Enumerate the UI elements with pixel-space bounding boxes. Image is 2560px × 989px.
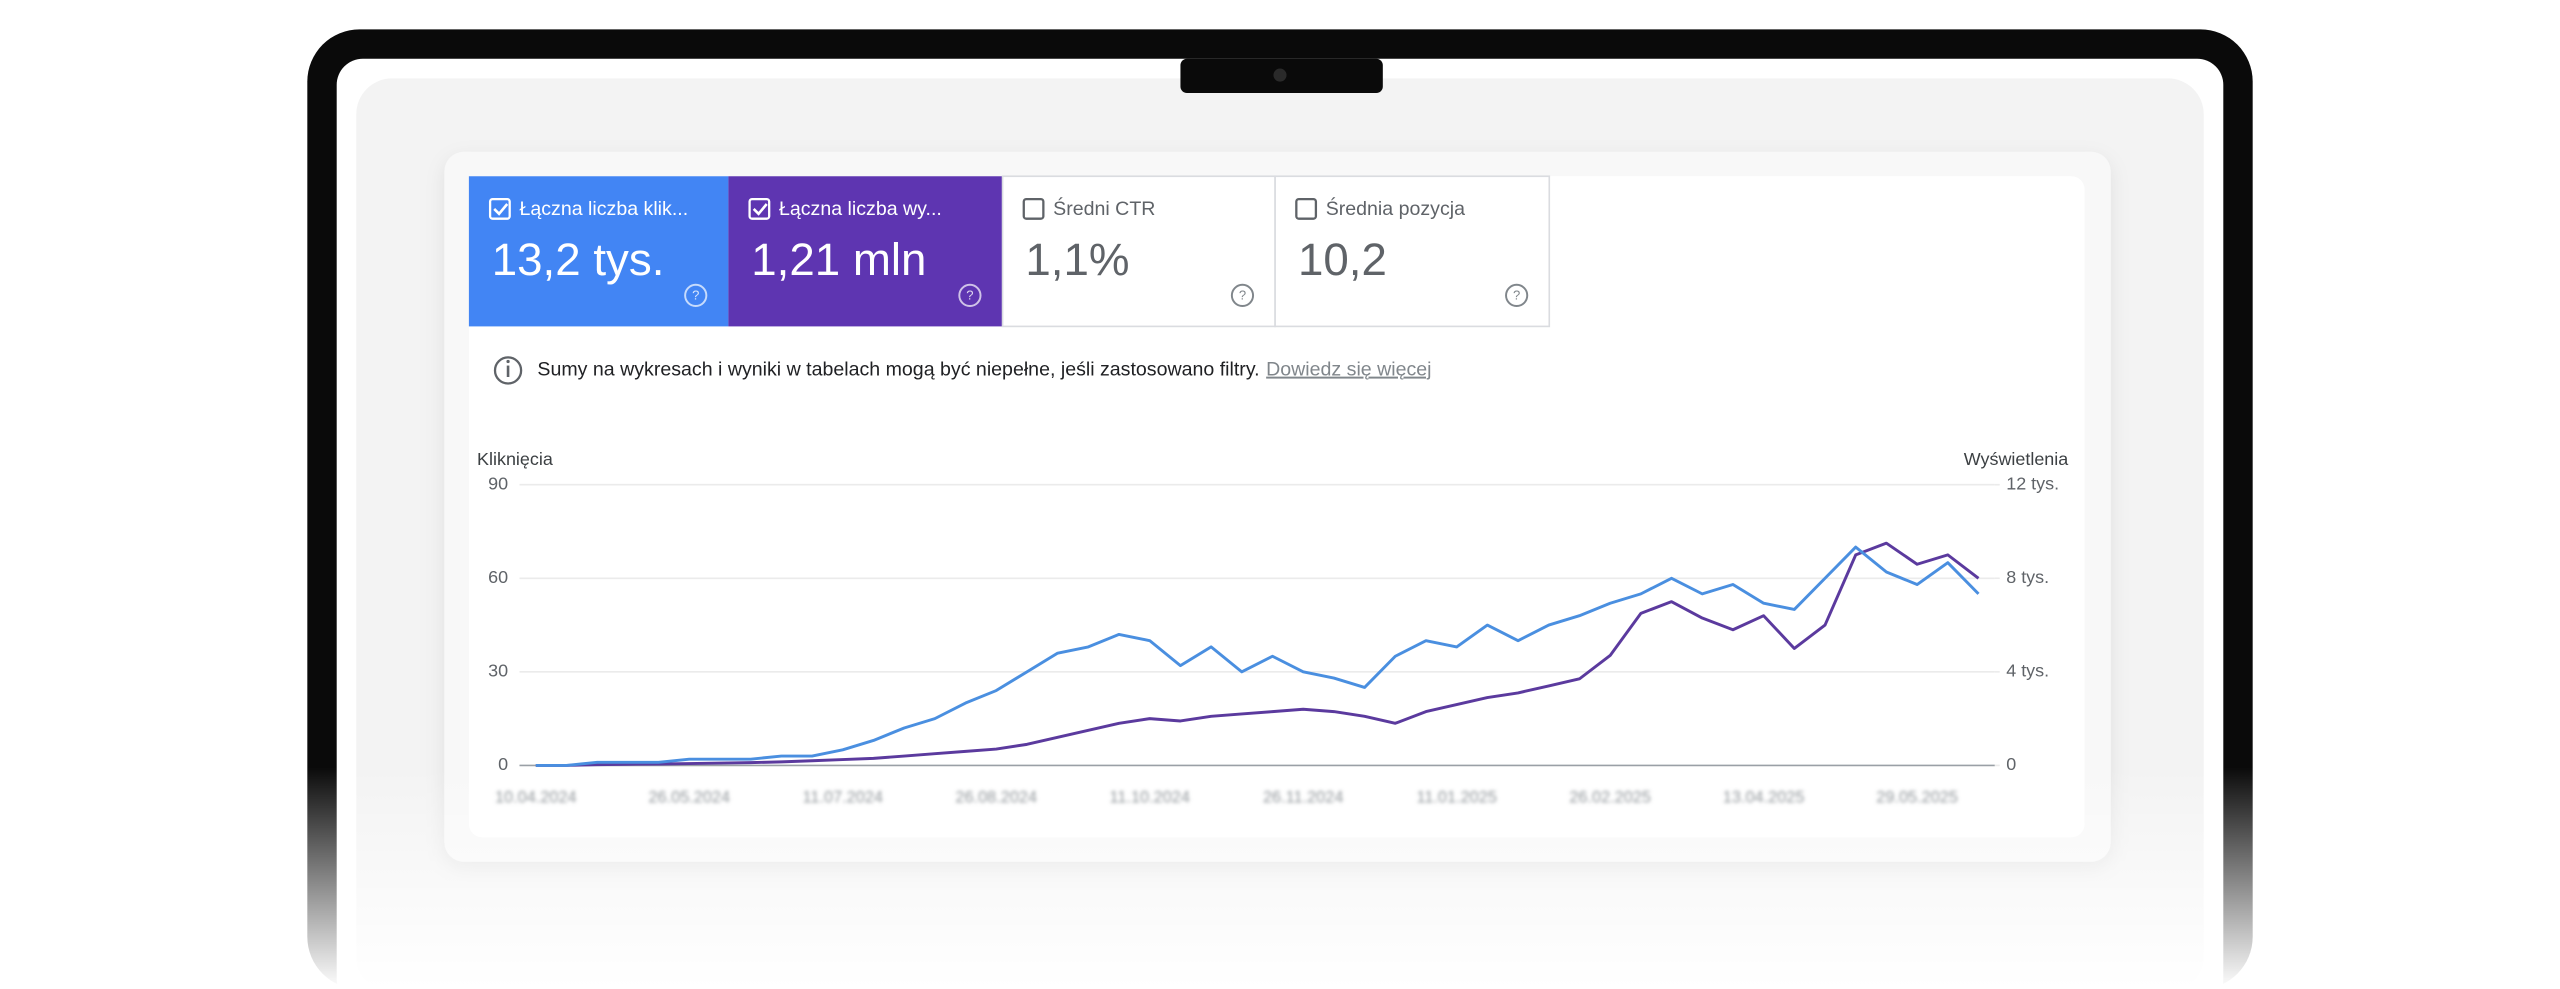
card-label: Średnia pozycja <box>1326 196 1465 220</box>
y2-tick-label: 12 tys. <box>2006 473 2059 493</box>
y2-axis-title: Wyświetlenia <box>1964 449 2069 469</box>
card-value: 1,21 mln <box>751 234 926 285</box>
y-tick-label: 90 <box>488 473 508 493</box>
metric-card[interactable]: Średni CTR 1,1%? <box>1001 175 1276 328</box>
help-icon <box>1505 283 1529 307</box>
card-label: Średni CTR <box>1053 196 1155 220</box>
card-bg <box>468 176 729 327</box>
metric-cards: Łączna liczba klik...13,2 tys.?Łączna li… <box>468 175 1551 328</box>
notice-text: Sumy na wykresach i wyniki w tabelach mo… <box>537 359 1259 381</box>
card-bg <box>1274 175 1551 328</box>
metric-card[interactable]: Średnia pozycja 10,2? <box>1274 175 1551 328</box>
help-icon <box>684 283 708 307</box>
series-line <box>535 541 1980 767</box>
bottom-fade <box>294 767 2286 989</box>
help-icon-mark: ? <box>1239 288 1246 303</box>
y-tick-label: 60 <box>488 567 508 587</box>
y2-tick-label: 4 tys. <box>2006 661 2049 681</box>
y-axis-title: Kliknięcia <box>477 449 553 469</box>
card-bg <box>1001 175 1276 328</box>
metric-card[interactable]: Łączna liczba klik... 13,2 tys.? <box>468 176 729 327</box>
checkbox <box>1295 197 1318 220</box>
help-icon-mark: ? <box>1513 288 1520 303</box>
checkmark <box>493 203 509 216</box>
y-tick-label: 0 <box>498 754 508 774</box>
help-icon <box>958 283 982 307</box>
checkbox <box>488 197 511 220</box>
checkbox <box>748 197 771 220</box>
card-value: 1,1% <box>1025 234 1129 285</box>
notice-link[interactable]: Dowiedz się więcej <box>1266 359 1431 381</box>
y2-tick-label: 8 tys. <box>2006 567 2049 587</box>
y2-tick-label: 0 <box>2006 754 2016 774</box>
camera <box>1273 68 1287 82</box>
help-icon-mark: ? <box>966 288 973 303</box>
checkmark <box>752 203 768 216</box>
y-tick-label: 30 <box>488 661 508 681</box>
checkbox <box>1022 197 1045 220</box>
help-icon-mark: ? <box>692 288 699 303</box>
series-line <box>535 545 1980 767</box>
card-value: 10,2 <box>1298 234 1387 285</box>
metric-card[interactable]: Łączna liczba wy... 1,21 mln? <box>728 176 1003 327</box>
card-value: 13,2 tys. <box>492 234 665 285</box>
info-icon <box>493 356 523 385</box>
card-label: Łączna liczba wy... <box>779 198 942 220</box>
help-icon <box>1230 283 1255 307</box>
card-bg <box>728 176 1003 327</box>
info-icon-dot <box>506 359 510 364</box>
card-label: Łączna liczba klik... <box>519 198 688 220</box>
